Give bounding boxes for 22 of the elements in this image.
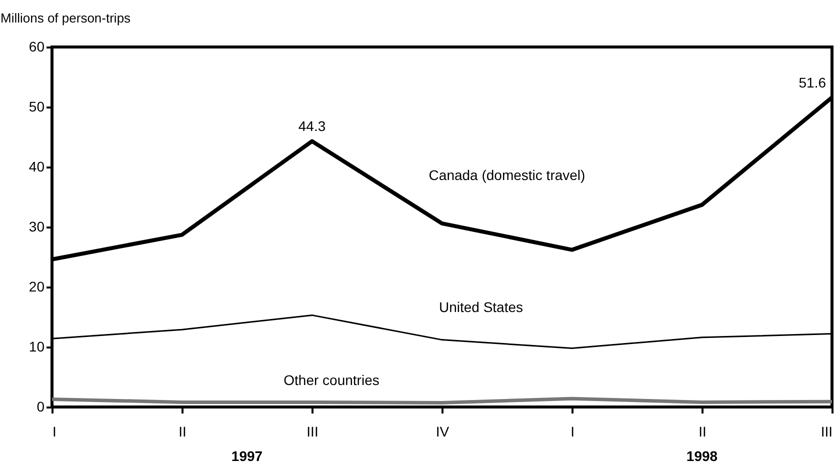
series-label: Other countries (284, 372, 380, 388)
series-label: Canada (domestic travel) (428, 167, 586, 183)
y-tick-label: 60 (28, 38, 45, 54)
x-tick-label: IV (436, 424, 450, 440)
y-tick-label: 40 (28, 158, 45, 174)
y-tick-label: 10 (28, 338, 45, 354)
y-tick-label: 0 (36, 398, 45, 414)
y-tick-label: 50 (28, 98, 45, 114)
data-label: 51.6 (798, 74, 826, 90)
x-tick-label: III (820, 424, 832, 440)
series-label: United States (438, 299, 524, 315)
y-tick-label: 30 (28, 218, 45, 234)
y-tick-label: 20 (28, 278, 45, 294)
x-tick-label: II (178, 424, 186, 440)
x-tick-label: III (306, 424, 318, 440)
data-label: 44.3 (298, 118, 326, 134)
x-tick-label: I (570, 424, 574, 440)
x-tick-label: II (698, 424, 706, 440)
y-axis-title: Millions of person-trips (0, 10, 132, 26)
x-tick-label: I (52, 424, 56, 440)
text: 1998 (686, 448, 718, 464)
text: 1997 (231, 448, 263, 464)
